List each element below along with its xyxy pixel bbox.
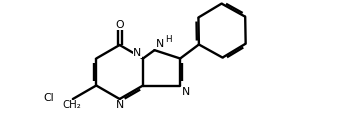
- Text: H: H: [165, 35, 172, 44]
- Text: O: O: [115, 20, 124, 30]
- Text: N: N: [116, 100, 124, 110]
- Text: N: N: [134, 48, 142, 58]
- Text: N: N: [182, 87, 190, 97]
- Text: Cl: Cl: [44, 93, 54, 103]
- Text: N: N: [155, 39, 164, 49]
- Text: CH₂: CH₂: [63, 100, 81, 110]
